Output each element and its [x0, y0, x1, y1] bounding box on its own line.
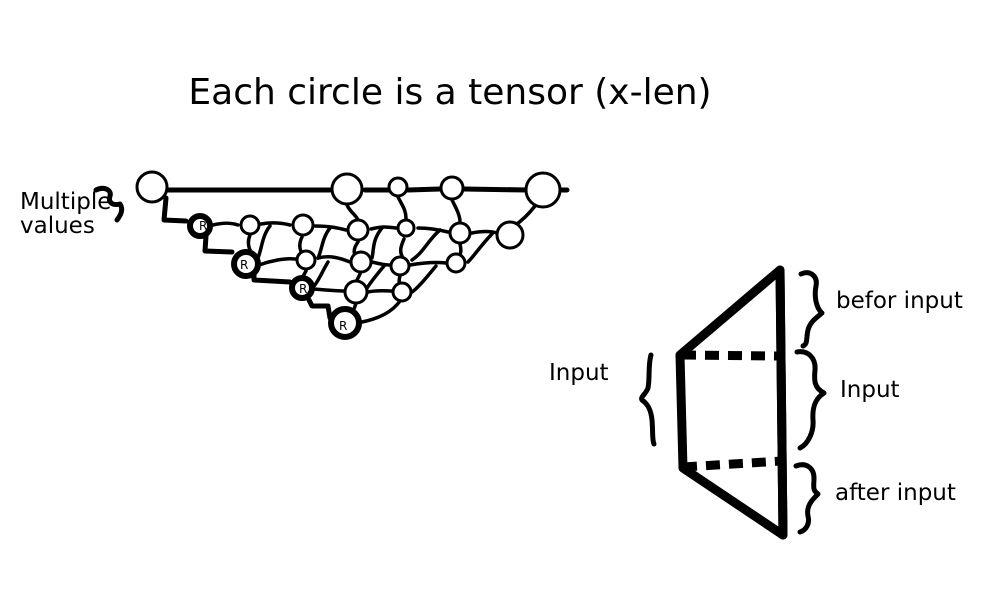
- recurrent-marker: R: [199, 219, 207, 233]
- tensor-node: [393, 283, 411, 301]
- recurrent-marker: R: [339, 319, 347, 333]
- network-nodes: R R R R: [137, 172, 560, 337]
- tensor-node: [398, 220, 414, 236]
- tensor-node: [137, 172, 167, 202]
- tensor-node: [526, 173, 560, 207]
- diagram-title: Each circle is a tensor (x-len): [188, 72, 711, 113]
- recurrent-marker: R: [240, 258, 248, 272]
- tensor-node: [391, 257, 409, 275]
- tensor-node: [293, 215, 313, 235]
- brace-input: [797, 352, 824, 448]
- label-after-input: after input: [835, 480, 956, 506]
- multiple-values-label-line1: Multiple: [20, 189, 111, 215]
- tensor-node: [497, 222, 523, 248]
- input-end-boundary: [683, 461, 782, 467]
- input-window-trapezoid: [680, 270, 783, 535]
- tensor-node: [297, 251, 315, 269]
- tensor-node: [348, 220, 368, 240]
- left-input-brace: [642, 355, 654, 444]
- trapezoid-left-input-label: Input: [549, 360, 609, 386]
- tensor-node: [332, 174, 362, 204]
- label-input-right: Input: [840, 377, 900, 403]
- tensor-node: [389, 178, 407, 196]
- tensor-node: [441, 177, 463, 199]
- tensor-node: [241, 216, 259, 234]
- tensor-node: [345, 281, 367, 303]
- input-start-boundary: [682, 355, 780, 356]
- tensor-node: [447, 254, 465, 272]
- brace-after-input: [796, 465, 818, 532]
- recurrent-marker: R: [299, 282, 307, 296]
- label-befor-input: befor input: [836, 288, 963, 314]
- brace-before-input: [801, 273, 822, 346]
- tensor-node: [450, 223, 470, 243]
- tensor-node: [351, 252, 371, 272]
- multiple-values-label-line2: values: [20, 213, 95, 239]
